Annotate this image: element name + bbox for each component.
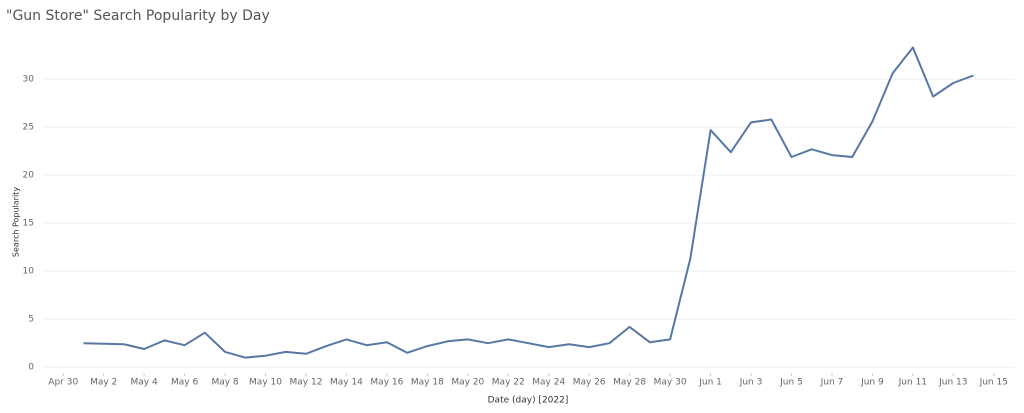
x-tick-label: May 24 bbox=[532, 378, 565, 388]
x-tick-label: May 30 bbox=[654, 378, 687, 388]
x-tick-label: May 6 bbox=[171, 378, 198, 388]
y-tick-label: 30 bbox=[23, 75, 35, 85]
x-tick-label: Jun 9 bbox=[860, 378, 884, 388]
x-tick-label: Jun 15 bbox=[979, 378, 1008, 388]
x-tick-label: May 14 bbox=[330, 378, 363, 388]
y-tick-label: 10 bbox=[23, 267, 35, 277]
x-tick-label: Jun 1 bbox=[698, 378, 722, 388]
x-tick-label: May 26 bbox=[573, 378, 606, 388]
y-tick-label: 15 bbox=[23, 219, 34, 229]
x-tick-label: May 18 bbox=[411, 378, 444, 388]
x-axis-label: Date (day) [2022] bbox=[488, 396, 569, 406]
x-tick-label: May 8 bbox=[211, 378, 238, 388]
x-tick-label: May 22 bbox=[492, 378, 525, 388]
x-tick-label: Jun 11 bbox=[898, 378, 927, 388]
y-tick-label: 5 bbox=[28, 315, 34, 325]
chart-title: "Gun Store" Search Popularity by Day bbox=[6, 8, 270, 24]
y-tick-label: 20 bbox=[23, 171, 35, 181]
line bbox=[83, 46, 974, 359]
x-tick-label: May 28 bbox=[613, 378, 646, 388]
x-tick-label: Jun 13 bbox=[938, 378, 967, 388]
x-tick-label: May 2 bbox=[90, 378, 117, 388]
x-tick-label: Jun 5 bbox=[779, 378, 803, 388]
y-axis-label: Search Popularity bbox=[12, 187, 21, 257]
y-tick-label: 0 bbox=[28, 363, 34, 373]
x-tick-label: May 4 bbox=[131, 378, 158, 388]
x-tick-label: Jun 7 bbox=[820, 378, 844, 388]
x-tick-label: May 12 bbox=[290, 378, 323, 388]
x-tick-label: Apr 30 bbox=[48, 378, 78, 388]
x-tick-label: May 20 bbox=[451, 378, 484, 388]
x-tick-label: Jun 3 bbox=[739, 378, 763, 388]
x-tick-label: May 16 bbox=[370, 378, 403, 388]
y-tick-label: 25 bbox=[23, 123, 34, 133]
x-tick-label: May 10 bbox=[249, 378, 282, 388]
